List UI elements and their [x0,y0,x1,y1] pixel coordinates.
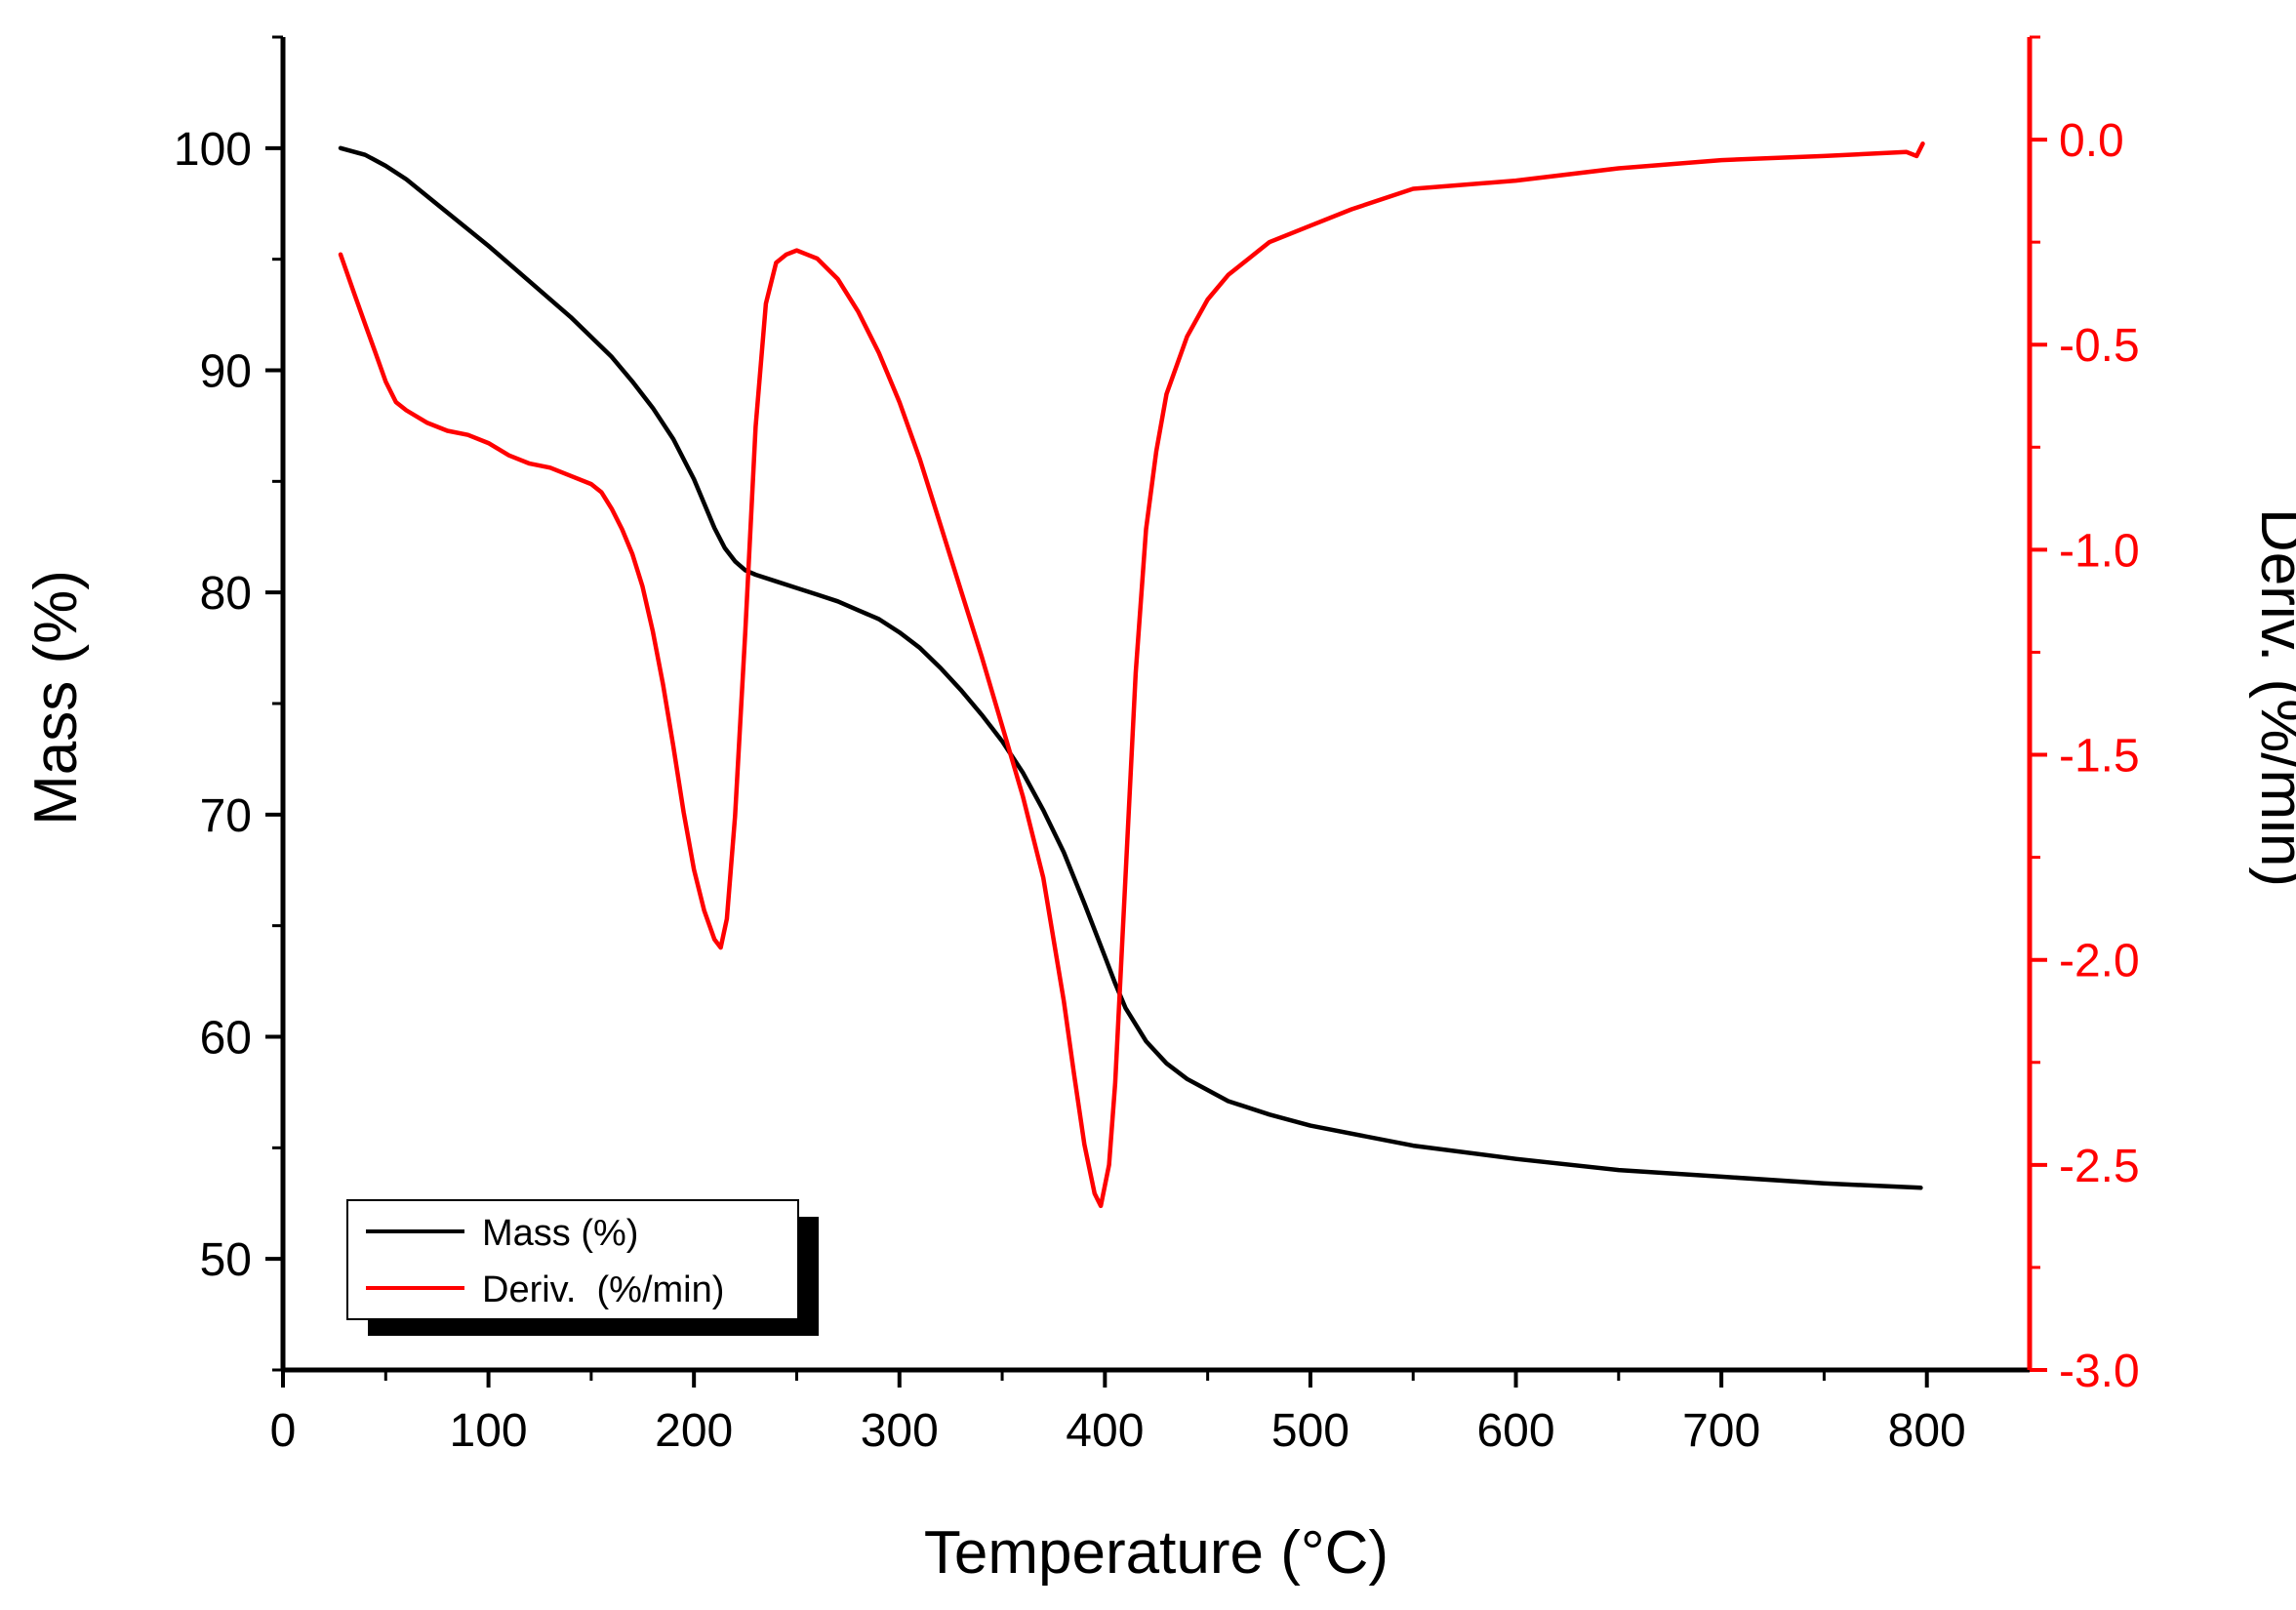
x-tick-label-0: 0 [270,1405,297,1457]
y-left-tick-label-80: 80 [200,568,252,620]
y-axis-right-title: Deriv. (%/min) [2248,508,2296,887]
y-right-tick-label-0.0: 0.0 [2059,115,2124,167]
legend-label-deriv: Deriv. (%/min) [482,1269,724,1310]
x-tick-label-500: 500 [1271,1405,1349,1457]
y-left-tick-label-60: 60 [200,1013,252,1065]
legend-label-mass: Mass (%) [482,1213,638,1254]
x-tick-label-400: 400 [1066,1405,1144,1457]
legend-box [346,1199,799,1320]
x-tick-label-800: 800 [1888,1405,1966,1457]
y-left-tick-label-100: 100 [174,124,252,176]
mass-series-line [338,145,1923,1190]
y-right-tick-label--1.5: -1.5 [2059,731,2140,783]
x-tick-label-700: 700 [1682,1405,1760,1457]
y-left-tick-label-90: 90 [200,346,252,398]
y-right-tick-label--2.0: -2.0 [2059,936,2140,987]
y-right-tick-label--2.5: -2.5 [2059,1141,2140,1192]
y-right-tick-label--0.5: -0.5 [2059,320,2140,372]
y-right-tick-label--3.0: -3.0 [2059,1346,2140,1397]
x-tick-label-200: 200 [655,1405,733,1457]
x-tick-label-100: 100 [450,1405,528,1457]
deriv-series-line [338,141,1925,1209]
y-axis-left-title: Mass (%) [22,570,90,825]
x-tick-label-600: 600 [1476,1405,1554,1457]
legend: Mass (%) Deriv. (%/min) [346,1199,819,1336]
y-right-tick-label--1.0: -1.0 [2059,525,2140,577]
x-tick-label-300: 300 [861,1405,939,1457]
y-left-tick-label-70: 70 [200,790,252,842]
y-left-tick-label-50: 50 [200,1234,252,1286]
x-axis-title: Temperature (°C) [924,1519,1389,1587]
